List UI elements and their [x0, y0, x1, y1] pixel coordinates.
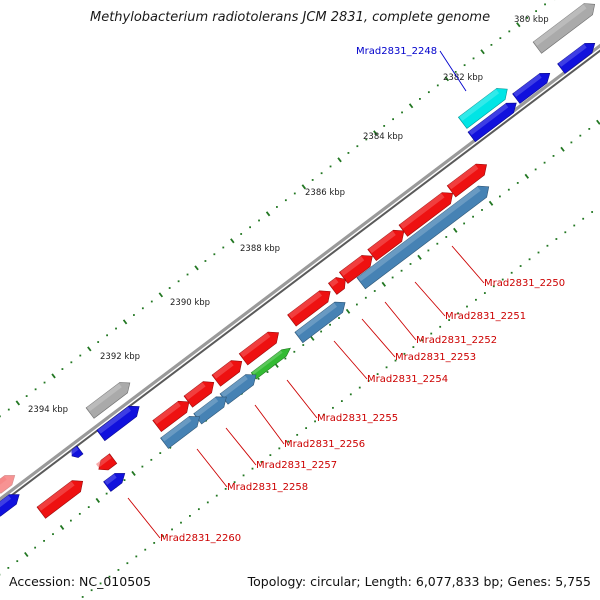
- svg-text:Mrad2831_2258: Mrad2831_2258: [227, 482, 308, 493]
- gene-arrow-forward[interactable]: [183, 381, 215, 408]
- gene-arrow-reverse[interactable]: [103, 473, 126, 492]
- gene-arrow-other[interactable]: [219, 374, 257, 405]
- gene-arrow-forward-faded[interactable]: [0, 475, 16, 494]
- labels-layer: 380 kbp 2382 kbp 2384 kbp 2386 kbp 2388 kbp 2…: [28, 15, 565, 544]
- gene-arrow-rna[interactable]: [457, 88, 508, 129]
- svg-text:Mrad2831_2250: Mrad2831_2250: [484, 278, 565, 289]
- gene-arrow-forward[interactable]: [327, 277, 346, 295]
- gene-arrow-forward[interactable]: [36, 480, 84, 519]
- gene-arrow-forward[interactable]: [238, 331, 279, 366]
- gene-arrow-forward[interactable]: [152, 400, 190, 433]
- gene-arrow-forward[interactable]: [338, 255, 373, 284]
- gene-arrow-forward[interactable]: [287, 290, 331, 327]
- svg-text:Mrad2831_2252: Mrad2831_2252: [416, 335, 497, 346]
- gene-arrow-other[interactable]: [193, 396, 227, 425]
- gene-arrow-forward[interactable]: [367, 229, 405, 262]
- svg-text:Mrad2831_2255: Mrad2831_2255: [317, 413, 398, 424]
- svg-text:Mrad2831_2256: Mrad2831_2256: [284, 439, 365, 450]
- gene-label[interactable]: Mrad2831_2258: [196, 448, 308, 493]
- genes-layer: [0, 3, 596, 519]
- gene-label[interactable]: Mrad2831_2260: [127, 497, 241, 544]
- scale-label: 2384 kbp: [363, 132, 403, 142]
- gene-arrow-forward[interactable]: [446, 163, 487, 198]
- scale-label: 2390 kbp: [170, 298, 210, 308]
- gene-arrow-other[interactable]: [160, 416, 200, 449]
- svg-text:Mrad2831_2251: Mrad2831_2251: [445, 311, 526, 322]
- gene-label[interactable]: Mrad2831_2256: [254, 404, 365, 450]
- gene-arrow-reverse[interactable]: [69, 445, 84, 458]
- scale-label: 2392 kbp: [100, 352, 140, 362]
- gene-arrow-reverse[interactable]: [557, 42, 596, 74]
- map-title: Methylobacterium radiotolerans JCM 2831,…: [90, 10, 491, 25]
- gene-arrow-pseudo[interactable]: [532, 3, 596, 54]
- scale-label: 2386 kbp: [305, 188, 345, 198]
- gene-label[interactable]: Mrad2831_2253: [361, 318, 476, 363]
- gene-label[interactable]: Mrad2831_2254: [333, 340, 448, 385]
- scale-label: 2388 kbp: [240, 244, 280, 254]
- gene-label[interactable]: Mrad2831_2255: [286, 379, 398, 424]
- svg-text:Mrad2831_2257: Mrad2831_2257: [256, 460, 337, 471]
- scale-label: 380 kbp: [514, 15, 549, 25]
- gene-arrow-reverse[interactable]: [0, 494, 20, 517]
- svg-text:Mrad2831_2254: Mrad2831_2254: [367, 374, 448, 385]
- scale-label: 2394 kbp: [28, 405, 68, 415]
- gene-arrow-reverse[interactable]: [96, 405, 140, 442]
- scale-label: 2382 kbp: [443, 73, 483, 83]
- gene-arrow-pseudo[interactable]: [85, 382, 131, 419]
- gene-label[interactable]: Mrad2831_2257: [225, 427, 337, 471]
- gene-label[interactable]: Mrad2831_2248: [356, 46, 467, 92]
- gene-arrow-forward[interactable]: [96, 453, 118, 471]
- accession-text: Accession: NC_010505: [9, 574, 152, 589]
- gene-arrow-reverse[interactable]: [512, 72, 551, 104]
- svg-text:Mrad2831_2253: Mrad2831_2253: [395, 352, 476, 363]
- svg-text:Mrad2831_2248: Mrad2831_2248: [356, 46, 437, 57]
- gene-label[interactable]: Mrad2831_2250: [451, 245, 565, 289]
- gene-arrow-reverse[interactable]: [467, 102, 517, 143]
- gene-label[interactable]: Mrad2831_2252: [384, 301, 497, 346]
- gene-arrow-other[interactable]: [294, 301, 346, 344]
- gene-arrow-forward[interactable]: [211, 360, 243, 387]
- gene-label[interactable]: Mrad2831_2251: [414, 281, 526, 322]
- summary-text: Topology: circular; Length: 6,077,833 bp…: [247, 574, 591, 589]
- gene-arrow-forward[interactable]: [398, 192, 454, 237]
- svg-text:Mrad2831_2260: Mrad2831_2260: [160, 533, 241, 544]
- gene-arrow-other[interactable]: [356, 185, 490, 290]
